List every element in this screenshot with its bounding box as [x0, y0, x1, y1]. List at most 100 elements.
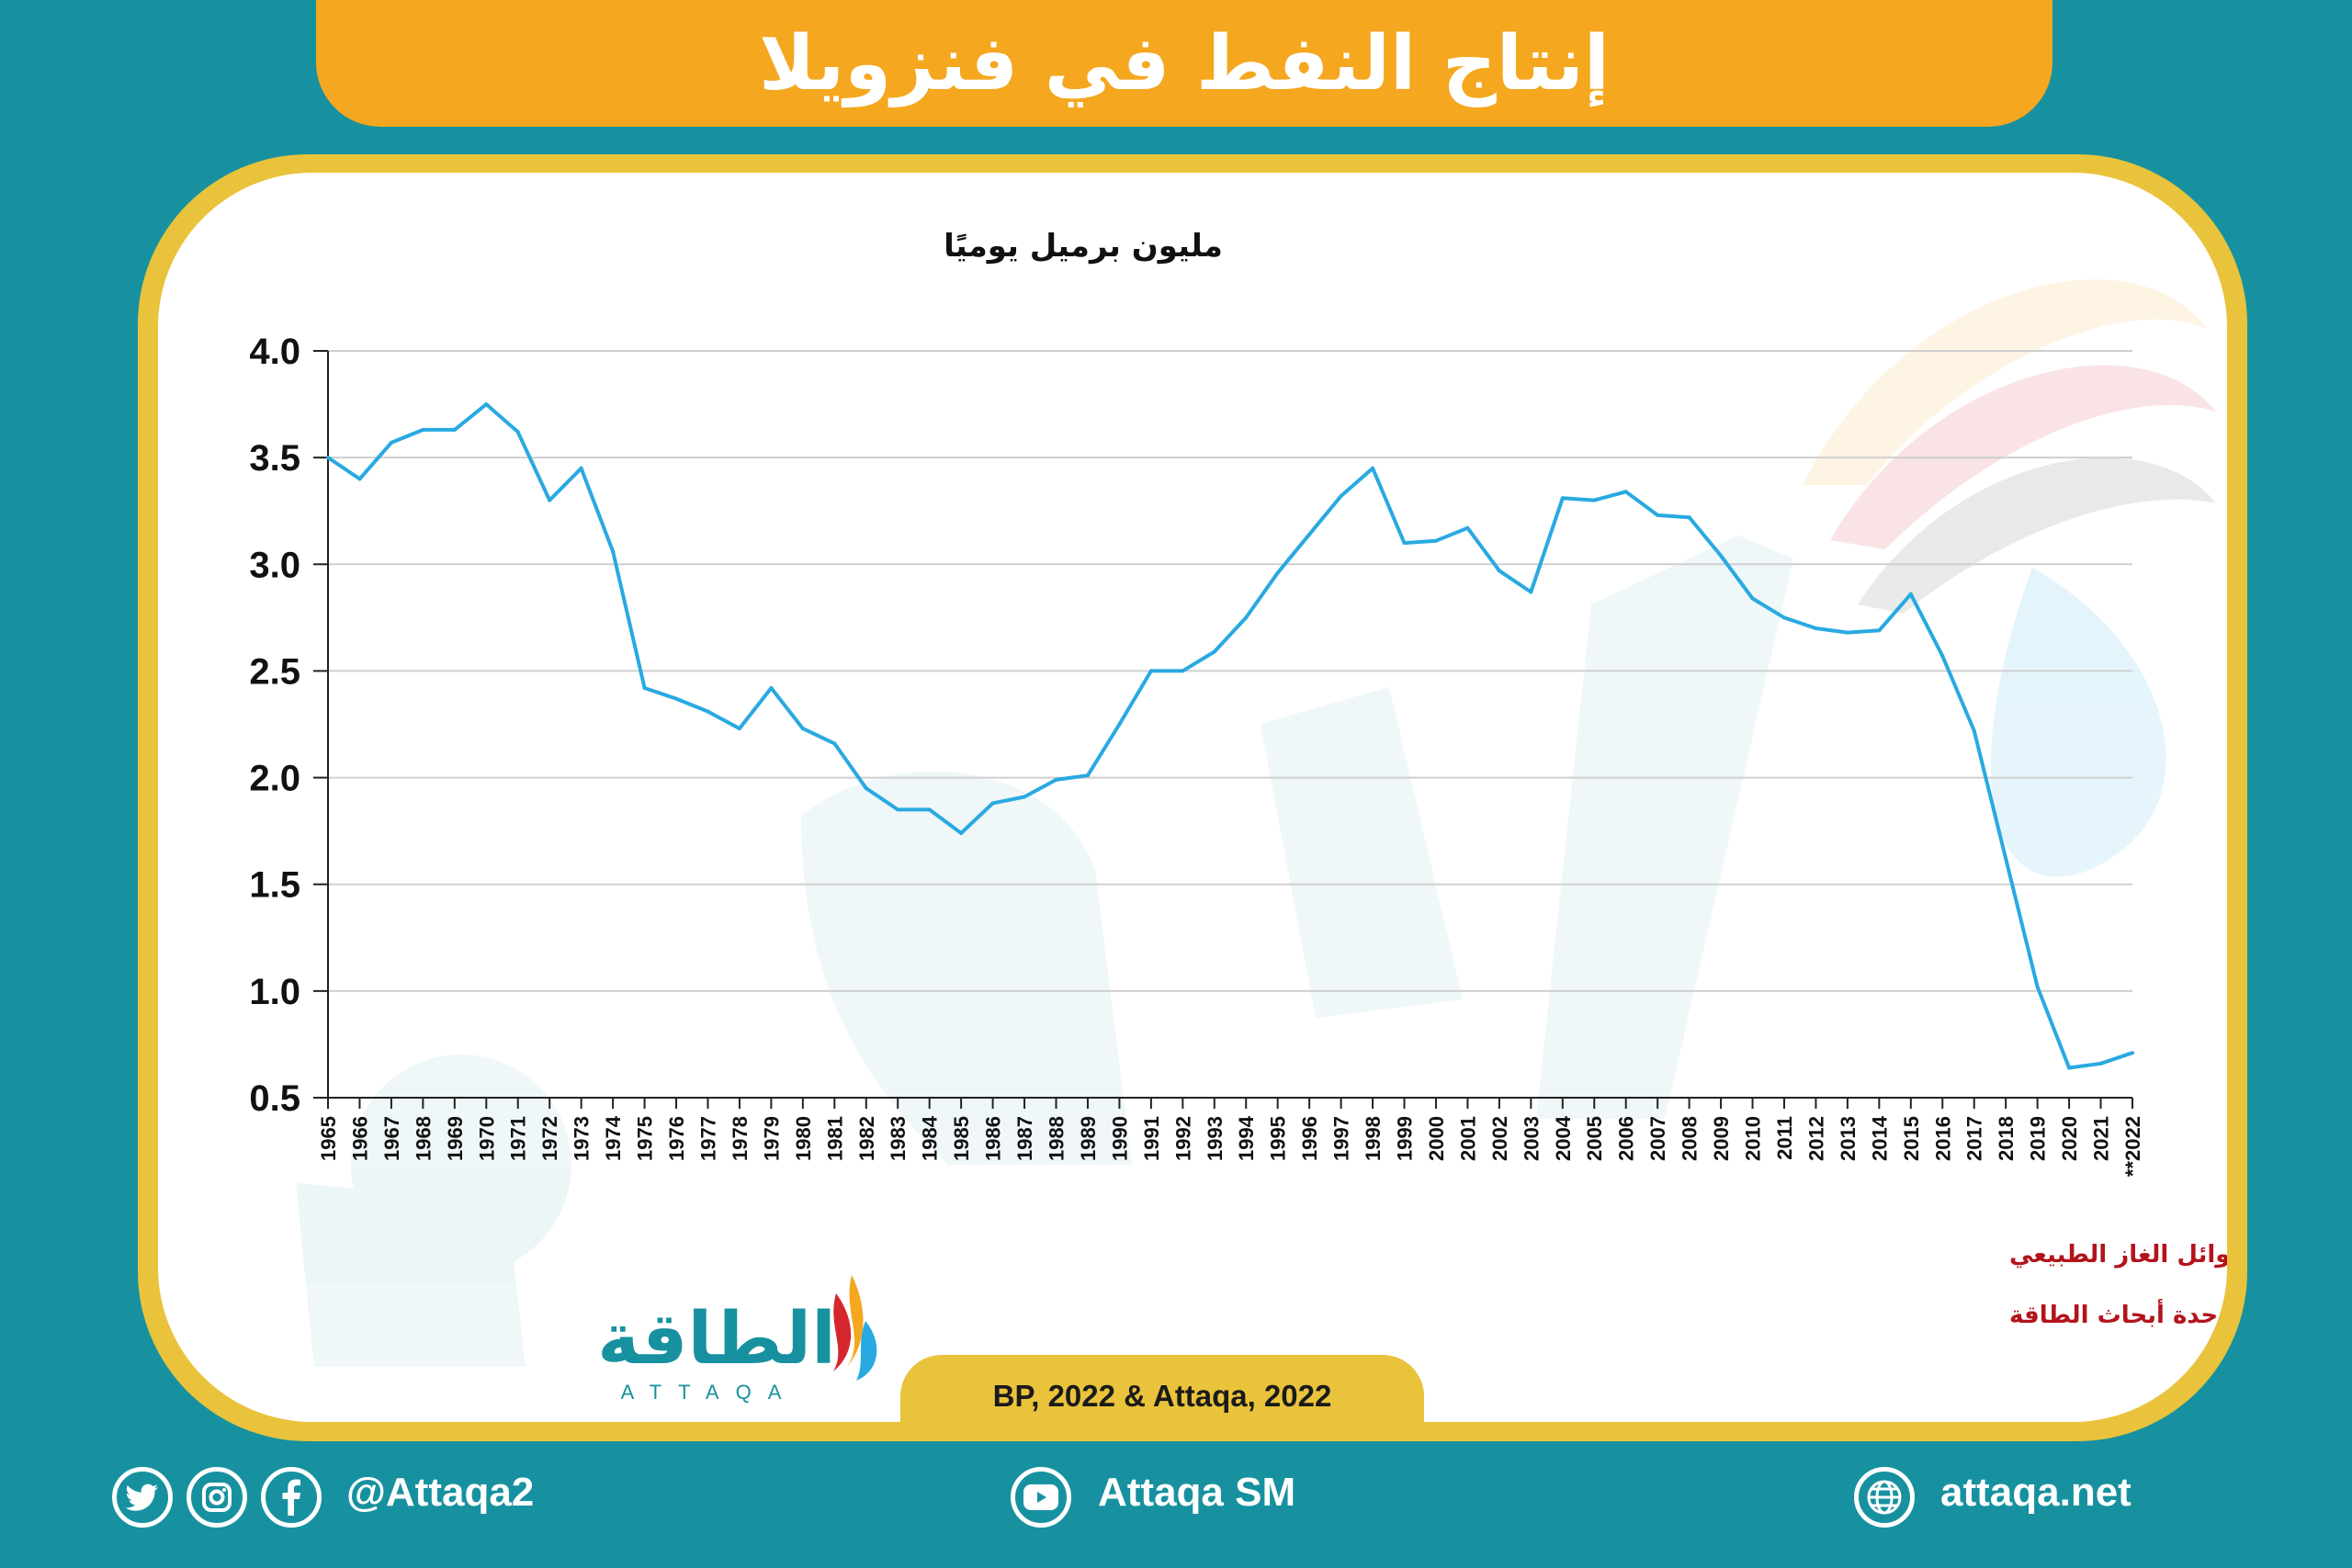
x-tick-label: 2010	[1742, 1116, 1765, 1161]
data-point	[1307, 532, 1312, 536]
data-point	[864, 786, 868, 791]
x-tick-label: 1977	[696, 1116, 719, 1161]
x-tick-label: 1995	[1267, 1116, 1290, 1161]
data-point	[389, 440, 393, 445]
x-tick-label: 1997	[1330, 1116, 1353, 1161]
data-point	[737, 727, 741, 731]
data-point	[1719, 553, 1724, 558]
x-tick-label: 1979	[760, 1116, 783, 1161]
x-tick-label: 1969	[444, 1116, 467, 1161]
x-tick-label: 2021	[2090, 1116, 2113, 1161]
x-tick-label: 2017	[1963, 1116, 1986, 1161]
chart-axes	[313, 350, 2133, 1109]
line-chart: 4.03.53.02.52.01.51.00.5 1965 1966 1967 196…	[249, 228, 2227, 1404]
data-point	[1781, 615, 1786, 620]
source-text: BP, 2022 & Attaqa, 2022	[992, 1379, 1332, 1413]
x-tick-label: 2018	[1995, 1116, 2018, 1161]
data-point	[927, 807, 932, 812]
x-tick-label: 1987	[1013, 1116, 1036, 1161]
x-tick-label: 1989	[1077, 1116, 1100, 1161]
data-point	[548, 498, 552, 502]
data-point	[1244, 615, 1249, 620]
globe-icon[interactable]	[1854, 1467, 1915, 1528]
y-axis-unit-label: مليون برميل يوميًا	[944, 228, 1223, 265]
data-point	[1972, 728, 1976, 733]
chart-series	[326, 402, 2134, 1070]
data-point	[990, 801, 995, 806]
data-point	[769, 686, 774, 691]
y-tick-label: 4.0	[249, 332, 300, 372]
x-tick-label: 1966	[348, 1116, 371, 1161]
x-tick-label: 2016	[1931, 1116, 1954, 1161]
data-point	[706, 709, 710, 714]
data-point	[1750, 596, 1755, 601]
x-tick-label: 1981	[823, 1116, 846, 1161]
x-tick-label: 2001	[1456, 1116, 1479, 1161]
x-tick-label: 1968	[412, 1116, 435, 1161]
x-tick-label: 2015	[1900, 1116, 1923, 1161]
x-tick-label: 2007	[1646, 1116, 1669, 1161]
logo-flame-icon	[833, 1275, 877, 1381]
series-line	[326, 402, 2133, 1070]
x-tick-label: 2012	[1804, 1116, 1827, 1161]
data-point	[2131, 1051, 2134, 1055]
data-point	[484, 402, 489, 407]
data-point	[611, 549, 616, 554]
y-tick-label: 3.5	[249, 438, 300, 479]
website-link[interactable]: attaqa.net	[1940, 1470, 2132, 1515]
x-tick-label: 1967	[380, 1116, 403, 1161]
youtube-channel[interactable]: Attaqa SM	[1098, 1470, 1296, 1515]
x-tick-label: 1985	[950, 1116, 973, 1161]
x-tick-label: 1993	[1204, 1116, 1227, 1161]
data-point	[1433, 538, 1438, 543]
logo-latin-text: ATTAQA	[621, 1381, 798, 1404]
x-tick-label: 1991	[1140, 1116, 1163, 1161]
x-tick-label: 1982	[855, 1116, 878, 1161]
data-point	[674, 696, 679, 701]
data-point	[959, 830, 964, 835]
title-banner: إنتاج النفط في فنزويلا	[316, 0, 2052, 127]
facebook-icon[interactable]	[261, 1467, 322, 1528]
twitter-icon[interactable]	[112, 1467, 173, 1528]
x-tick-label: 2020	[2058, 1116, 2081, 1161]
data-point	[832, 741, 837, 746]
data-point	[1054, 777, 1058, 782]
x-tick-label: 1984	[919, 1115, 942, 1161]
logo-arabic-text: الطاقة	[597, 1298, 836, 1381]
data-point	[1687, 515, 1691, 520]
data-point	[1117, 722, 1122, 727]
data-point	[1148, 669, 1153, 673]
data-point	[1085, 773, 1090, 778]
data-point	[1339, 493, 1343, 498]
x-tick-label: 1986	[982, 1116, 1005, 1161]
data-point	[896, 807, 900, 812]
x-tick-label: 1976	[665, 1116, 688, 1161]
chart-card: 4.0 3.5 3.0 2.5 2.0 1.5 1.0 0.5 1965 1966 1967 196…	[158, 173, 2227, 1422]
data-point	[421, 427, 425, 432]
social-handle[interactable]: @Attaqa2	[346, 1470, 535, 1515]
chart-gridlines	[328, 350, 2132, 992]
data-point	[1656, 513, 1660, 517]
data-point	[579, 466, 583, 470]
data-point	[1592, 498, 1597, 502]
x-tick-label: 1978	[729, 1116, 752, 1161]
data-point	[1814, 626, 1818, 630]
x-tick-label: 1996	[1298, 1116, 1321, 1161]
data-point	[326, 456, 330, 460]
instagram-icon[interactable]	[187, 1467, 247, 1528]
x-tick-label: 1972	[538, 1116, 561, 1161]
y-tick-label: 2.5	[249, 651, 300, 692]
data-point	[1275, 570, 1280, 575]
x-tick-label: 1983	[887, 1116, 910, 1161]
youtube-icon[interactable]	[1011, 1467, 1071, 1528]
x-tick-label: 1970	[475, 1116, 498, 1161]
source-tab: BP, 2022 & Attaqa, 2022	[900, 1355, 1424, 1438]
x-tick-label: 2009	[1710, 1116, 1733, 1161]
data-point	[1212, 649, 1216, 654]
y-tick-label: 1.5	[249, 865, 300, 906]
x-tick-label: 1990	[1108, 1116, 1131, 1161]
x-tick-label: 1999	[1394, 1116, 1417, 1161]
data-point	[2067, 1066, 2072, 1070]
data-point	[357, 477, 362, 481]
x-tick-label: 1988	[1045, 1116, 1068, 1161]
